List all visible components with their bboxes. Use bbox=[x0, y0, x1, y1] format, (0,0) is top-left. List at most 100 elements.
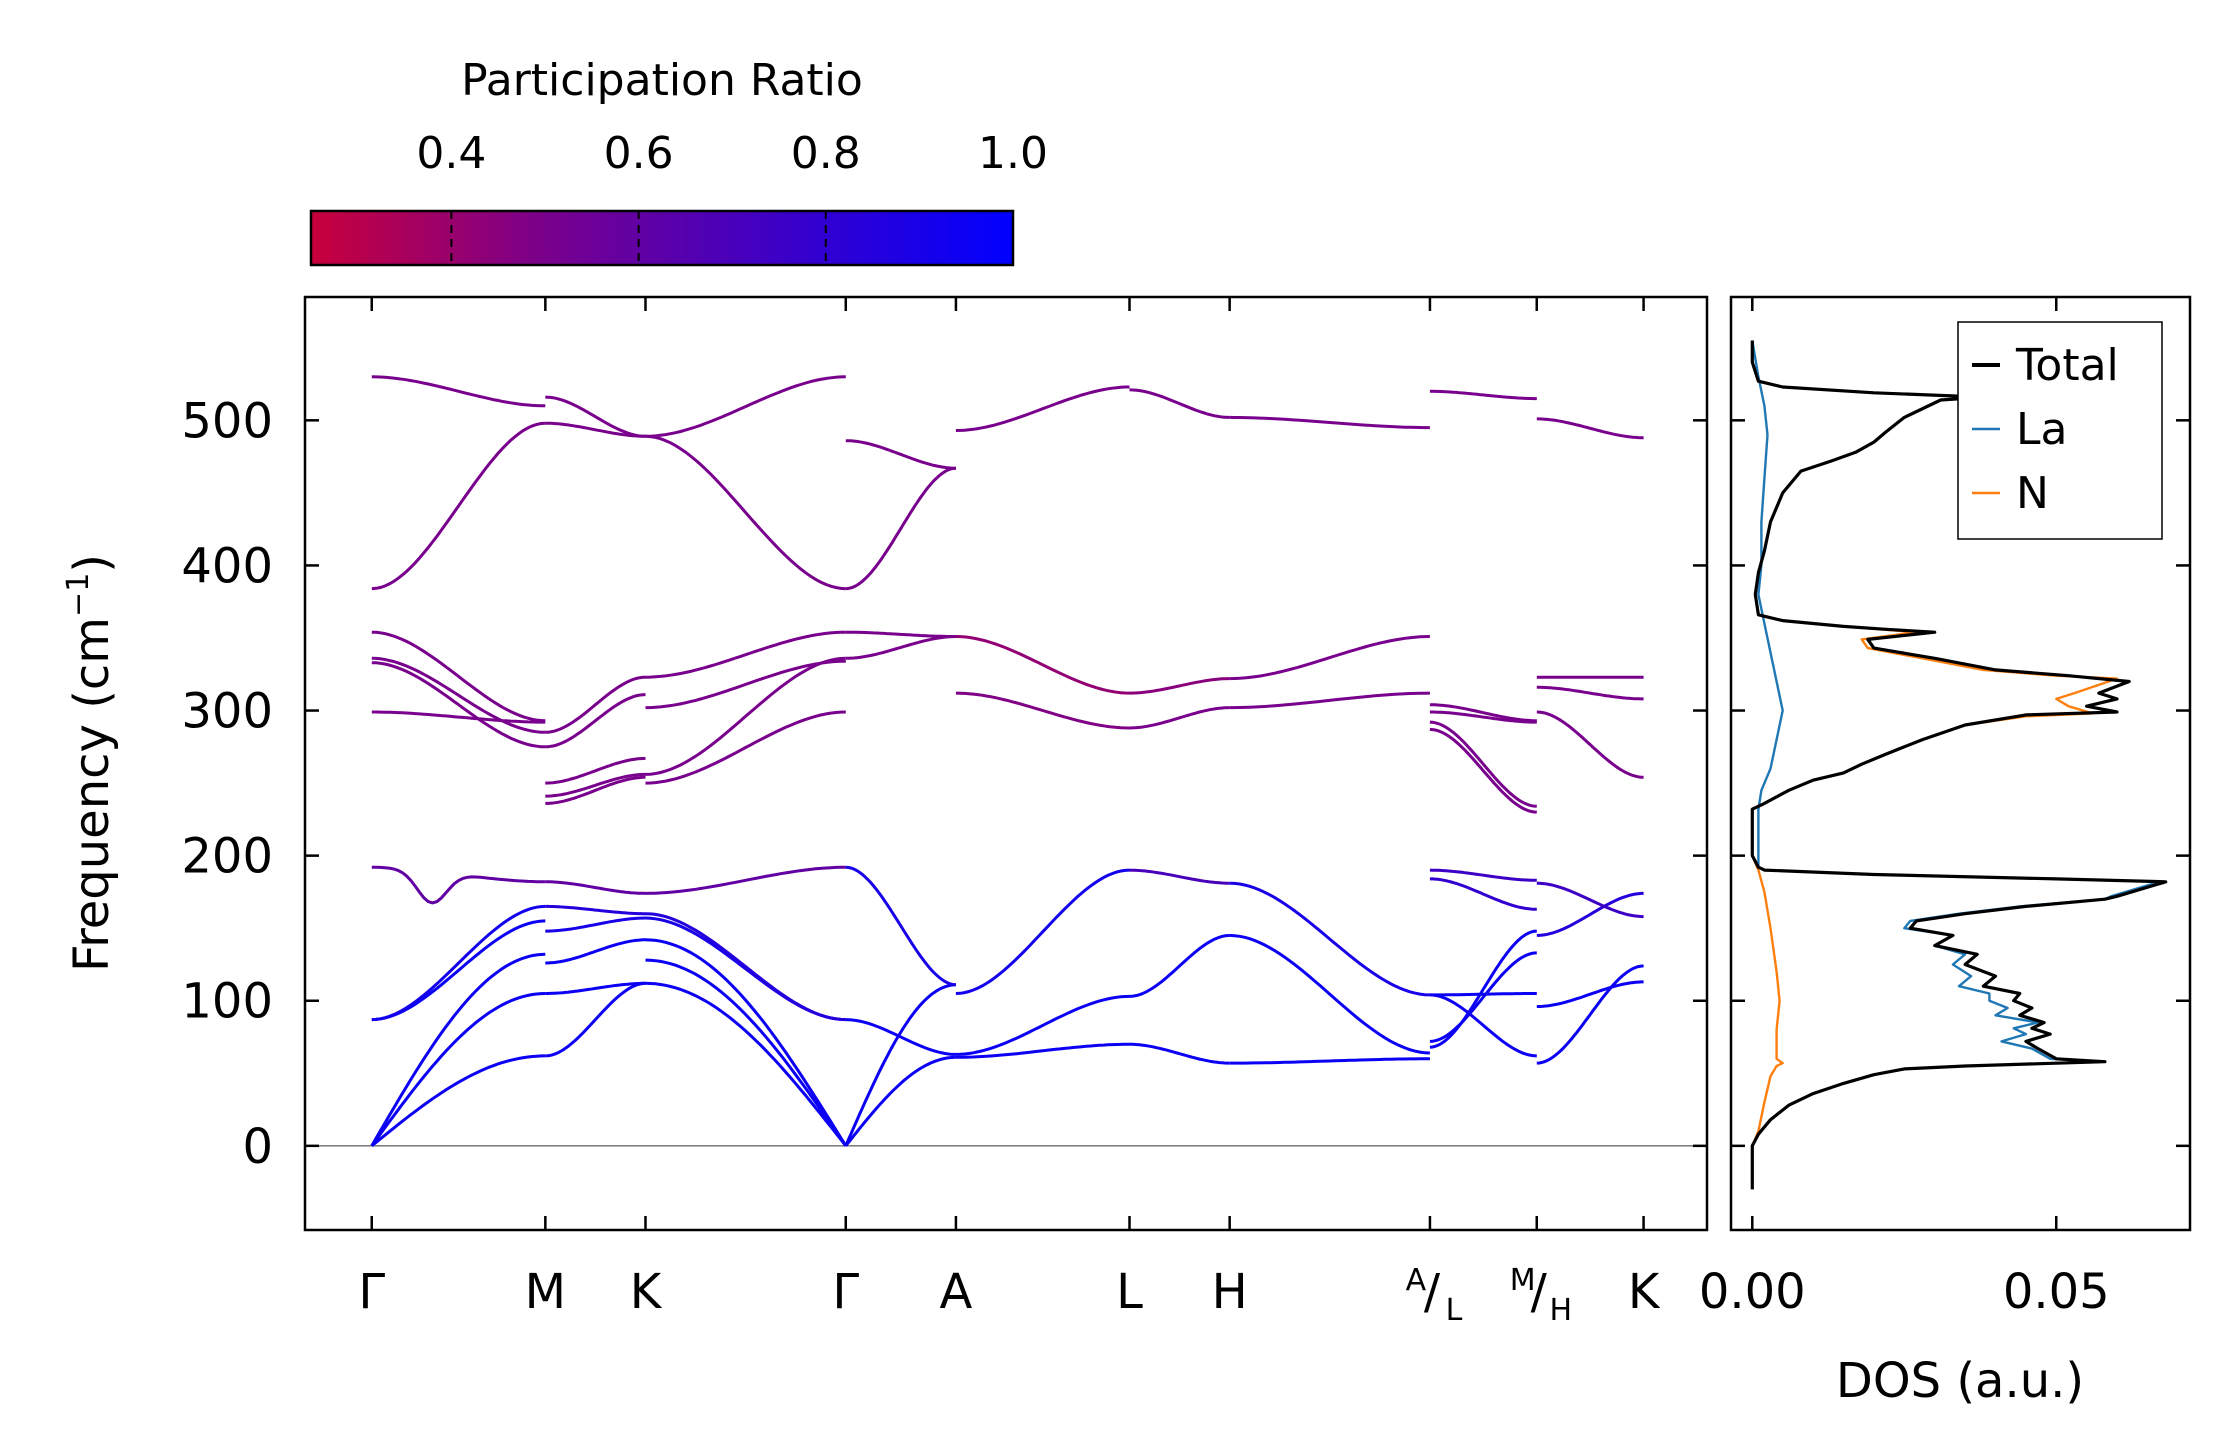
bands-frame bbox=[303, 295, 1709, 1232]
phonon-band bbox=[955, 385, 1130, 432]
phonon-band bbox=[1129, 677, 1230, 695]
phonon-band bbox=[371, 710, 546, 724]
phonon-band bbox=[370, 992, 546, 1147]
legend-label-total: Total bbox=[2015, 340, 2119, 391]
phonon-band bbox=[1429, 703, 1537, 723]
phonon-band bbox=[1429, 389, 1537, 401]
phonon-band bbox=[545, 981, 646, 995]
phonon-band bbox=[1229, 635, 1430, 681]
phonon-band bbox=[1536, 891, 1644, 937]
phonon-band bbox=[1429, 720, 1537, 808]
dos-panel: 0.00 0.05 DOS (a.u.) Total La N bbox=[1699, 295, 2192, 1409]
phonon-band bbox=[371, 904, 546, 1022]
phonon-band bbox=[545, 938, 646, 965]
kpoint-slash: / bbox=[1531, 1264, 1548, 1320]
phonon-bands bbox=[370, 375, 1644, 1147]
colorbar-tick-label: 0.8 bbox=[791, 128, 861, 179]
phonon-band bbox=[844, 983, 956, 1147]
phonon-band bbox=[645, 375, 846, 438]
phonon-band bbox=[845, 635, 956, 660]
phonon-band bbox=[1429, 993, 1537, 1058]
phonon-band bbox=[1536, 710, 1644, 779]
phonon-band bbox=[1536, 980, 1644, 1008]
phonon-band bbox=[645, 659, 846, 710]
phonon-band bbox=[645, 981, 847, 1147]
phonon-band bbox=[370, 1054, 546, 1147]
kpoint-label: H bbox=[1212, 1264, 1248, 1320]
phonon-band bbox=[1229, 415, 1430, 430]
phonon-band bbox=[371, 656, 546, 734]
phonon-band bbox=[645, 916, 846, 1022]
y-tick-label: 500 bbox=[181, 393, 273, 449]
kpoint-label: Γ bbox=[358, 1264, 385, 1320]
phonon-band bbox=[645, 865, 846, 895]
dos-x-tick-label: 0.00 bbox=[1699, 1264, 1806, 1320]
phonon-band bbox=[955, 868, 1130, 995]
phonon-band bbox=[955, 635, 1130, 695]
phonon-band bbox=[1229, 881, 1430, 997]
y-axis-label: Frequency (cm−1) bbox=[61, 554, 120, 972]
phonon-band bbox=[371, 661, 546, 749]
phonon-band bbox=[955, 691, 1130, 730]
phonon-band bbox=[545, 981, 646, 1058]
phonon-band bbox=[370, 952, 546, 1147]
y-tick-label: 200 bbox=[181, 829, 273, 885]
frequency-tick-labels: 0 100 200 300 400 500 bbox=[181, 393, 273, 1175]
colorbar-label: Participation Ratio bbox=[461, 55, 863, 106]
kpoint-label-top: M bbox=[1510, 1263, 1536, 1298]
y-tick-label: 100 bbox=[181, 974, 273, 1030]
phonon-band bbox=[1536, 685, 1644, 701]
phonon-band bbox=[645, 656, 846, 776]
phonon-band bbox=[545, 675, 646, 734]
dos-curve-total bbox=[1750, 340, 2168, 1190]
phonon-band bbox=[845, 439, 956, 470]
phonon-band bbox=[545, 693, 646, 749]
kpoint-label-bottom: L bbox=[1446, 1293, 1463, 1328]
phonon-band bbox=[645, 938, 848, 1147]
phonon-band bbox=[645, 710, 846, 785]
kpoint-label: K bbox=[630, 1264, 663, 1320]
kpoint-label: L bbox=[1116, 1264, 1143, 1320]
phonon-band bbox=[844, 1055, 956, 1147]
legend-label-n: N bbox=[2016, 468, 2049, 519]
phonon-band bbox=[845, 466, 957, 591]
kpoint-label: A bbox=[940, 1264, 973, 1320]
phonon-band bbox=[371, 375, 546, 408]
phonon-band bbox=[1129, 706, 1230, 730]
kpoint-label: Γ bbox=[832, 1264, 859, 1320]
colorbar-tick-label: 0.4 bbox=[416, 128, 486, 179]
dos-x-tick-label: 0.05 bbox=[2003, 1264, 2110, 1320]
phonon-band bbox=[1536, 964, 1644, 1065]
phonon-band bbox=[1129, 388, 1230, 419]
phonon-band bbox=[845, 630, 956, 638]
colorbar-tick-label: 1.0 bbox=[978, 128, 1048, 179]
kpoint-label: M bbox=[525, 1264, 566, 1320]
phonon-band bbox=[545, 395, 646, 438]
colorbar-gradient bbox=[309, 209, 1015, 267]
x-axis-label-dos: DOS (a.u.) bbox=[1836, 1353, 2084, 1409]
phonon-band bbox=[1429, 877, 1537, 911]
legend-label-la: La bbox=[2016, 404, 2067, 455]
phonon-band bbox=[371, 865, 546, 905]
y-tick-label: 400 bbox=[181, 538, 273, 594]
phonon-band bbox=[955, 1042, 1130, 1059]
phonon-band bbox=[1229, 933, 1430, 1055]
phonon-band bbox=[645, 958, 848, 1147]
phonon-band bbox=[1229, 691, 1430, 710]
phonon-band bbox=[545, 880, 646, 895]
phonon-band bbox=[645, 630, 846, 679]
band-axis-ticks bbox=[305, 297, 1707, 1230]
phonon-band bbox=[645, 912, 846, 1022]
dos-curves bbox=[1750, 340, 2168, 1190]
phonon-band bbox=[1429, 929, 1537, 1049]
phonon-band bbox=[1429, 710, 1537, 724]
phonon-band bbox=[1129, 868, 1230, 885]
kpoint-label-bottom: H bbox=[1549, 1293, 1572, 1328]
phonon-band bbox=[545, 756, 646, 785]
kpoint-label-top: A bbox=[1406, 1263, 1427, 1298]
phonon-band bbox=[1536, 881, 1644, 919]
phonon-band bbox=[1429, 992, 1537, 997]
phonon-band bbox=[845, 1018, 956, 1056]
